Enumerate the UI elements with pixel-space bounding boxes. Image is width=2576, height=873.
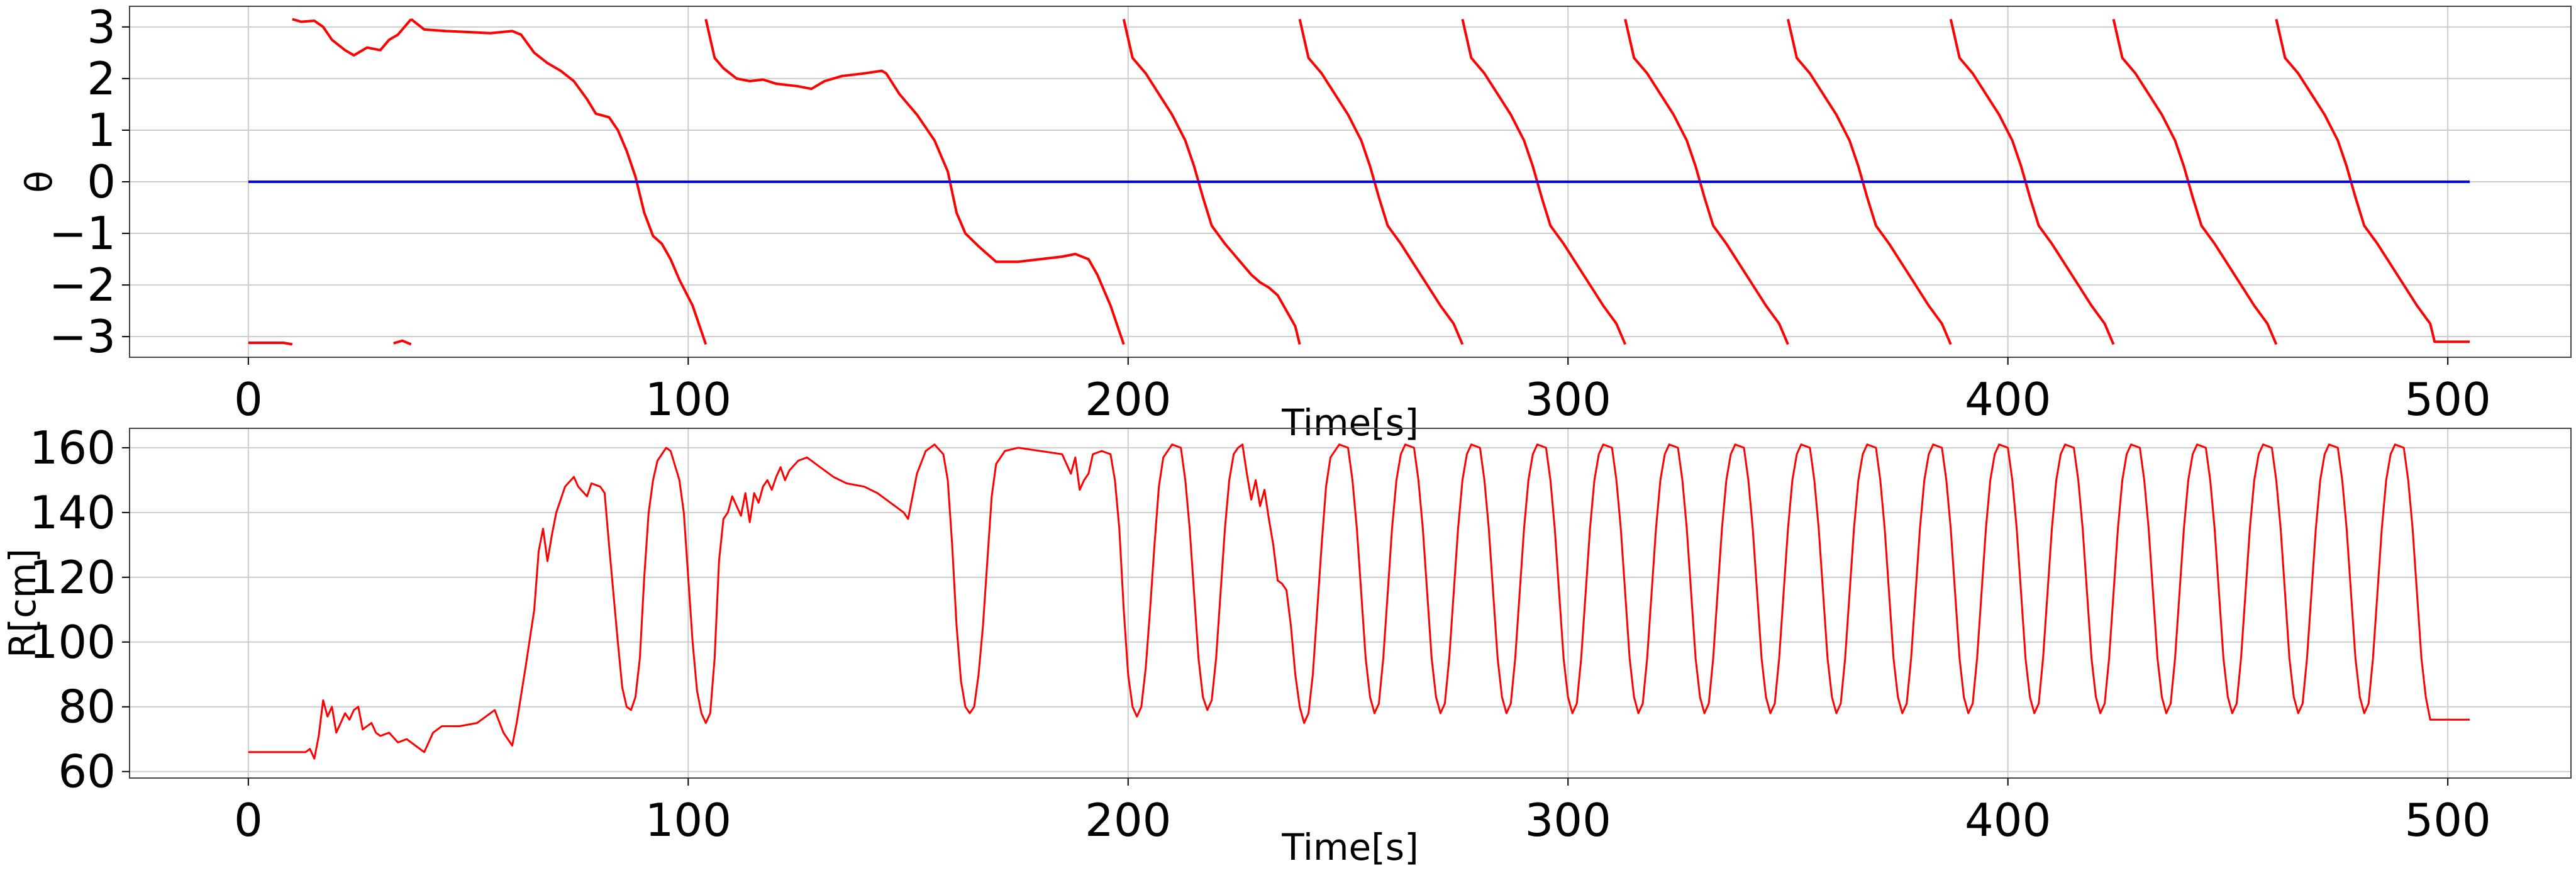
- red-series-segment: [1298, 19, 1464, 345]
- red-series-segment: [248, 342, 293, 346]
- red-series-segment: [248, 443, 2470, 760]
- radius-panel: 0 100 200 300 400 500 60 80 100 120 140 160 Time[s] R…: [1, 421, 2572, 869]
- y-tick-label: 80: [58, 681, 116, 733]
- x-tick-label: 400: [1965, 794, 2051, 847]
- y-tick-label: 60: [58, 745, 116, 798]
- red-series-segment: [410, 18, 708, 345]
- red-series-segment: [1461, 19, 1627, 345]
- red-series-segment: [2275, 19, 2470, 343]
- red-series-segment: [2112, 19, 2278, 345]
- red-series-segment: [1787, 19, 1952, 345]
- y-tick-label: 1: [87, 104, 116, 157]
- x-tick-label: 100: [645, 373, 731, 426]
- x-tick-label: 0: [234, 373, 263, 426]
- x-tick-label: 100: [645, 794, 731, 847]
- y-tick-label: 3: [87, 1, 116, 53]
- red-series-segment: [1122, 19, 1301, 345]
- y-tick-label: 140: [30, 486, 116, 539]
- y-tick-label: 160: [30, 421, 116, 474]
- y-tick-label: 2: [87, 52, 116, 105]
- y-tick-label: 100: [30, 616, 116, 669]
- x-axis-label: Time[s]: [1281, 401, 1418, 444]
- y-axis-label: R[cm]: [1, 548, 44, 658]
- y-tick-label: −3: [49, 310, 116, 363]
- x-tick-label: 200: [1085, 794, 1171, 847]
- y-tick-label: 120: [30, 551, 116, 604]
- y-tick-label: 0: [87, 155, 116, 208]
- y-tick-label: −2: [49, 259, 116, 311]
- x-tick-label: 300: [1525, 794, 1611, 847]
- x-tick-label: 300: [1525, 373, 1611, 426]
- x-tick-label: 0: [234, 794, 263, 847]
- y-axis-label: θ: [18, 170, 60, 193]
- x-tick-label: 400: [1965, 373, 2051, 426]
- axes-frame: [129, 428, 2572, 779]
- red-series-segment: [1624, 19, 1789, 345]
- x-tick-label: 200: [1085, 373, 1171, 426]
- y-tick-label: −1: [49, 207, 116, 260]
- red-series-segment: [393, 339, 412, 346]
- x-tick-label: 500: [2404, 794, 2490, 847]
- red-series-segment: [292, 18, 413, 57]
- red-series-segment: [704, 19, 1125, 345]
- red-series-segment: [1949, 19, 2115, 345]
- x-axis-label: Time[s]: [1281, 826, 1418, 869]
- x-tick-label: 500: [2404, 373, 2490, 426]
